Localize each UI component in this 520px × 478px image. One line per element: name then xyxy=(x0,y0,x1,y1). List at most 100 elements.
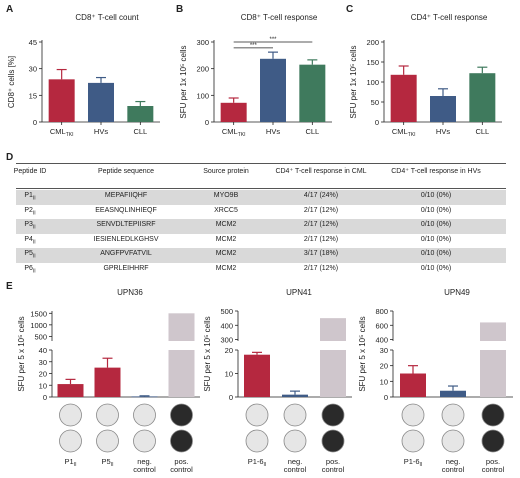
table-cell: P3II xyxy=(24,221,36,231)
chart-b-cd8-response: CD8⁺ T-cell response SFU per 1x 10⁵ cells… xyxy=(179,13,332,138)
table-cell-subscript: II xyxy=(32,267,36,274)
chart-e1-bar xyxy=(168,350,195,397)
table-header: Peptide ID xyxy=(13,168,47,175)
chart-e3-bar-upper xyxy=(480,322,506,341)
chart-e3-bar xyxy=(480,350,506,397)
chart-c-ytick-label: 0 xyxy=(375,118,379,127)
table-row: P1II MEPAFIIQHF MYO9B 4/17 (24%) 0/10 (0%) xyxy=(16,190,506,205)
chart-b-ytick-label: 100 xyxy=(196,91,209,100)
chart-e1-bar xyxy=(131,396,158,398)
table-row: P2II EEASNQLINHIEQF XRCC5 2/17 (12%) 0/10 (0… xyxy=(16,205,506,220)
chart-e2-elispot-well-top xyxy=(283,403,307,427)
chart-a-bar xyxy=(88,82,114,122)
chart-c-ylabel: SFU per 1x 10⁵ cells xyxy=(349,45,358,118)
chart-e1-xtick-label: neg. xyxy=(137,457,152,466)
chart-c-xtick-label: CLL xyxy=(475,127,489,136)
chart-e-upn49: UPN49 SFU per 5 x 10⁵ cells 400 600 800 0 10 20… xyxy=(358,288,513,474)
chart-e3-title: UPN49 xyxy=(444,288,470,297)
chart-a-title: CD8⁺ T-cell count xyxy=(75,13,139,22)
table-row: P6II GPRLEIHHRF MCM2 2/17 (12%) 0/10 (0%) xyxy=(16,263,506,278)
chart-b-ytick-label: 0 xyxy=(205,118,209,127)
chart-e1-elispot-well-top xyxy=(170,403,193,427)
chart-e2-elispot-well-bottom xyxy=(283,429,307,453)
chart-a-ylabel: CD8⁺ cells [%] xyxy=(7,56,16,108)
chart-c-bar xyxy=(390,74,417,122)
chart-e2-xtick-label: control xyxy=(322,465,345,474)
table-cell: 0/10 (0%) xyxy=(420,264,452,272)
chart-c-bar xyxy=(430,96,456,122)
chart-b-bar xyxy=(260,58,286,122)
table-header: CD4⁺ T-cell response in HVs xyxy=(391,168,481,175)
chart-e2-elispot-well-bottom xyxy=(321,429,345,453)
chart-e2-xtick-label: control xyxy=(284,465,307,474)
chart-e3-xtick-label: control xyxy=(482,465,505,474)
table-cell-subscript: II xyxy=(32,224,36,231)
table-header: CD4⁺ T-cell response in CML xyxy=(275,168,367,175)
chart-a-xtick-label: HVs xyxy=(94,127,108,136)
chart-c-bar xyxy=(469,73,496,122)
chart-c-ytick-label: 150 xyxy=(366,58,379,67)
table-cell-subscript: II xyxy=(32,209,36,216)
table-cell: 0/10 (0%) xyxy=(420,221,452,228)
chart-e1-ytick-label: 40 xyxy=(39,346,47,355)
chart-b-ylabel: SFU per 1x 10⁵ cells xyxy=(179,45,188,118)
chart-e3-elispot-well-bottom xyxy=(481,429,505,453)
chart-c-xtick-label: HVs xyxy=(436,127,450,136)
chart-a-xtick-label: CMLTKI xyxy=(50,127,74,138)
chart-e3-ytick-label: 800 xyxy=(375,307,388,316)
chart-e1-bar xyxy=(94,367,121,397)
chart-e1-elispot-well-bottom xyxy=(170,429,193,453)
chart-e2-xtick-label: pos. xyxy=(326,457,340,466)
chart-e-upn41: UPN41 SFU per 5 x 10⁵ cells 300 400 500 0 10 20… xyxy=(203,288,352,474)
chart-e1-ytick-label: 20 xyxy=(39,370,47,379)
chart-e2-ytick-label: 300 xyxy=(220,336,233,345)
chart-e3-bar xyxy=(400,373,426,397)
chart-e-upn36: UPN36 SFU per 5 x 10⁵ cells 500 1000 1500 0 10… xyxy=(17,288,200,474)
table-cell: P5II xyxy=(24,250,36,260)
chart-e3-elispot-well-top xyxy=(481,403,505,427)
chart-b-xtick-label: HVs xyxy=(266,127,280,136)
chart-e3-well-group xyxy=(441,403,465,453)
chart-e2-elispot-well-top xyxy=(245,403,269,427)
chart-e1-xtick-label: control xyxy=(133,465,156,474)
table-cell: 0/10 (0%) xyxy=(420,206,452,214)
chart-e1-ytick-label: 10 xyxy=(39,381,47,390)
table-cell: MCM2 xyxy=(215,235,237,243)
chart-e3-ytick-label: 600 xyxy=(375,321,388,330)
chart-e1-ytick-label: 1500 xyxy=(30,309,47,318)
table-cell: GPRLEIHHRF xyxy=(103,264,149,272)
chart-e3-ytick-label: 400 xyxy=(375,336,388,345)
chart-e2-xtick-label: neg. xyxy=(288,457,303,466)
chart-e1-well-group xyxy=(133,403,156,453)
chart-e1-xtick-label: pos. xyxy=(174,457,188,466)
chart-e3-ytick-label: 10 xyxy=(380,377,388,386)
chart-c-ytick-label: 50 xyxy=(371,98,379,107)
chart-b-xtick-label: CMLTKI xyxy=(222,127,246,138)
panel-letter-b: B xyxy=(176,4,184,15)
chart-a-bar xyxy=(48,79,75,122)
table-cell: 2/17 (12%) xyxy=(303,235,339,243)
chart-e2-xtick-label: P1-6II xyxy=(248,457,267,468)
panel-letter-c: C xyxy=(346,4,354,15)
table-row: P4II IESIENLEDLKGHSV MCM2 2/17 (12%) 0/10 (0… xyxy=(16,234,506,249)
chart-e3-ytick-label: 0 xyxy=(384,393,388,402)
table-cell: 0/10 (0%) xyxy=(420,235,452,243)
chart-e2-bar xyxy=(320,350,346,397)
chart-b-xtick-label: CLL xyxy=(305,127,319,136)
chart-b-sig-label: *** xyxy=(269,37,277,43)
chart-e1-ytick-label: 0 xyxy=(43,393,47,402)
table-cell: MCM2 xyxy=(215,264,237,272)
chart-e1-ytick-label: 30 xyxy=(39,358,47,367)
chart-a-cd8-count: CD8⁺ T-cell count CD8⁺ cells [%] 0 15 30 45 CM… xyxy=(7,13,160,138)
chart-e1-xtick-label: P1II xyxy=(65,457,77,468)
chart-e2-ytick-label: 0 xyxy=(229,393,233,402)
table-cell: 4/17 (24%) xyxy=(303,192,339,199)
chart-e2-well-group xyxy=(245,403,269,453)
table-cell: P4II xyxy=(24,235,36,245)
chart-e1-ytick-label: 500 xyxy=(34,332,47,341)
chart-e1-well-group xyxy=(96,403,119,453)
table-header: Peptide sequence xyxy=(97,168,155,175)
chart-e2-ylabel: SFU per 5 x 10⁵ cells xyxy=(203,316,212,391)
table-cell: SENVDLTEPIISRF xyxy=(96,221,156,228)
chart-e1-elispot-well-bottom xyxy=(133,429,156,453)
